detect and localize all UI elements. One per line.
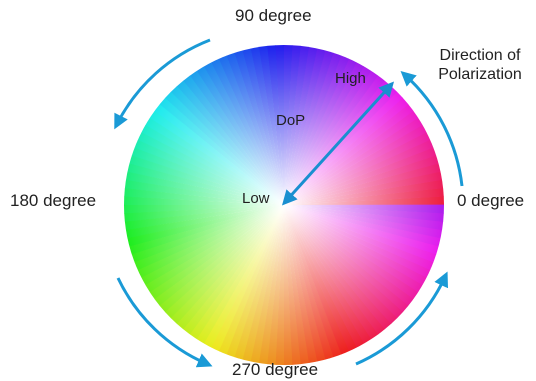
direction-of-polarization-title: Direction of Polarization: [428, 46, 532, 84]
curved-arrow-icon: [114, 38, 211, 130]
saturation-overlay: [124, 45, 444, 365]
direction-title-line2: Polarization: [438, 66, 522, 83]
label-270-degree: 270 degree: [232, 360, 319, 379]
curved-arrow-icon: [400, 70, 464, 187]
curved-arrow-icon: [355, 271, 449, 366]
low-label: Low: [242, 190, 270, 207]
curved-arrow-icon: [116, 277, 213, 368]
label-90-degree: 90 degree: [235, 6, 312, 25]
label-180-degree: 180 degree: [10, 191, 97, 210]
dop-label: DoP: [276, 112, 306, 129]
double-arrow-icon: [281, 81, 395, 206]
high-label: High: [335, 70, 366, 87]
direction-title-line1: Direction of: [439, 47, 521, 64]
label-0-degree: 0 degree: [457, 191, 525, 210]
